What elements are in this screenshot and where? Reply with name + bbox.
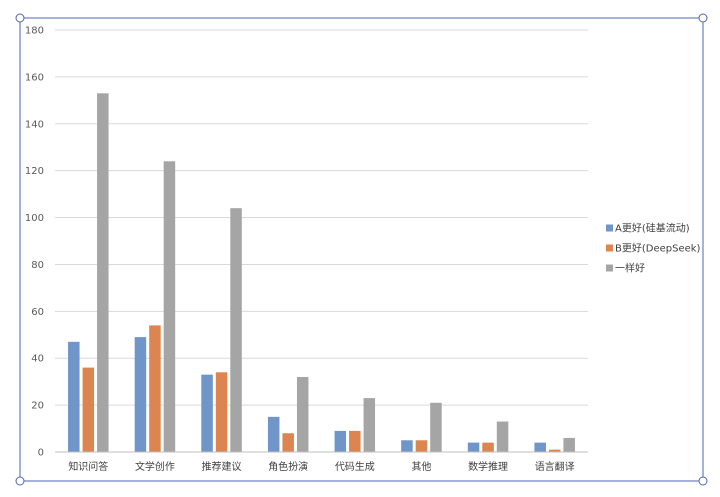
- y-tick-label: 120: [25, 166, 44, 177]
- bars: [68, 93, 575, 453]
- x-tick-label: 数学推理: [468, 460, 508, 473]
- legend-swatch: [606, 264, 613, 272]
- bar: [467, 442, 480, 452]
- bar: [482, 442, 494, 452]
- y-tick-label: 40: [31, 354, 44, 365]
- bar: [134, 337, 147, 452]
- resize-handle-bottom-left[interactable]: [15, 476, 25, 486]
- bar: [68, 341, 80, 452]
- x-tick-label: 语言翻译: [535, 460, 575, 473]
- bar: [230, 208, 242, 452]
- bar: [267, 416, 280, 452]
- x-tick-label: 角色扮演: [268, 460, 308, 473]
- x-tick-label: 代码生成: [335, 460, 375, 473]
- x-axis: 知识问答 文学创作 推荐建议 角色扮演 代码生成 其他 数学推理 语言翻译: [55, 451, 588, 473]
- bar: [296, 376, 309, 452]
- bar: [215, 372, 228, 452]
- bar: [430, 402, 442, 452]
- x-tick-label: 知识问答: [68, 460, 108, 473]
- y-tick-label: 60: [31, 307, 44, 318]
- legend: A更好(硅基流动) B更好(DeepSeek) 一样好: [606, 222, 701, 275]
- bar: [149, 325, 161, 452]
- x-tick-label: 其他: [411, 460, 431, 473]
- bar: [415, 440, 428, 452]
- legend-label: A更好(硅基流动): [615, 222, 690, 235]
- bar: [548, 449, 561, 452]
- bar: [201, 374, 213, 452]
- bar: [349, 430, 361, 452]
- resize-handle-bottom-right[interactable]: [698, 476, 708, 486]
- x-tick-label: 推荐建议: [202, 460, 242, 473]
- bar: [563, 437, 575, 452]
- bar: [163, 161, 176, 453]
- bar: [334, 430, 347, 452]
- legend-swatch: [606, 244, 613, 252]
- legend-label: 一样好: [615, 262, 645, 275]
- bar: [401, 440, 413, 452]
- bar: [496, 421, 509, 452]
- y-tick-label: 160: [25, 72, 44, 83]
- y-tick-label: 140: [25, 119, 44, 130]
- resize-handle-top-right[interactable]: [698, 13, 708, 23]
- bar: [534, 442, 546, 452]
- resize-handle-top-left[interactable]: [15, 13, 25, 23]
- y-tick-label: 0: [38, 448, 44, 459]
- y-tick-label: 100: [25, 213, 44, 224]
- x-tick-label: 文学创作: [135, 460, 175, 473]
- y-axis-tick-labels: 0 20 40 60 80 100 120 140 160 180: [25, 26, 44, 459]
- y-tick-label: 80: [31, 260, 44, 271]
- bar: [82, 367, 95, 452]
- chart-area-border: [19, 17, 704, 482]
- bar: [282, 433, 294, 452]
- legend-label: B更好(DeepSeek): [615, 243, 701, 255]
- y-tick-label: 20: [31, 401, 44, 412]
- bar: [363, 398, 376, 452]
- legend-swatch: [606, 224, 613, 232]
- bar: [97, 93, 109, 453]
- y-tick-label: 180: [25, 26, 44, 37]
